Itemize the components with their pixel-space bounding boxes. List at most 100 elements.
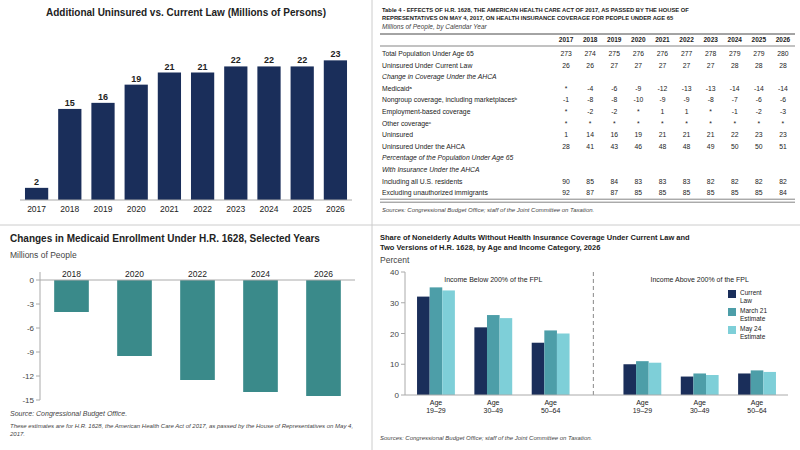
text-line: 27 [659,62,667,69]
bar [693,373,706,395]
text-line: 0 [395,391,400,400]
text-line: -4 [587,85,593,92]
text-line: Change in Coverage Under the AHCA [382,73,497,81]
bar [158,73,181,201]
text-line: 1 [564,131,568,138]
table-cell: -10 [633,96,643,103]
text-line: 2018 [60,204,79,214]
y-tick [401,364,405,365]
text-line: 51 [779,143,787,150]
table-cell: * [709,120,712,127]
row-label: Employment-based coverage [382,108,471,116]
column-header: 2022 [679,36,694,43]
table-cell: 274 [584,50,596,57]
bars [25,60,347,200]
text-line: 20 [390,330,399,339]
bar [738,373,751,395]
text-line: Excluding unauthorized immigrants [382,189,488,197]
table-cell: 28 [779,62,787,69]
table-cell: 27 [635,62,643,69]
text-line: 2020 [125,269,144,279]
bar [706,375,719,395]
table-cell: 51 [779,143,787,150]
zero-line [40,280,355,281]
table-cell: * [565,120,568,127]
category-label: 2022 [193,204,212,214]
table-cell: 87 [610,189,618,196]
chart-title: Share of Nonelderly Adults Without Healt… [380,233,690,252]
text-line: 48 [683,143,691,150]
y-tick-label: -6 [27,324,35,333]
text-line: 2026 [314,269,333,279]
text-line: * [685,120,688,127]
text-line: 276 [633,50,645,57]
text-line: -2 [611,108,617,115]
table-cell: 85 [683,189,691,196]
text-line: 27 [610,62,618,69]
subtitle: Millions of People [10,250,77,260]
text-line: -8 [708,96,714,103]
y-tick [36,352,40,353]
text-line: Nongroup coverage, including marketplace… [382,96,518,104]
text-line: 28 [755,62,763,69]
y-axis [40,272,41,400]
text-line: * [637,108,640,115]
table-cell: 278 [705,50,717,57]
row-label: Total Population Under Age 65 [382,50,474,58]
table-cell: 22 [731,131,739,138]
category-label: 2019 [94,204,113,214]
row-label: Uninsured [382,131,413,138]
row-label: Medicaidᵃ [382,85,412,92]
text-line: Millions of People [10,250,77,260]
table-rule [380,34,795,35]
text-line: 28 [562,143,570,150]
text-line: -9 [635,85,641,92]
text-line: 280 [777,50,789,57]
text-line: 82 [779,178,787,185]
category-label: 2017 [27,204,46,214]
text-line: 46 [635,143,643,150]
table-cell: 85 [635,189,643,196]
table-cell: * [565,85,568,92]
text-line: 85 [731,189,739,196]
source: Source: Congressional Budget Office. [10,410,127,418]
table-cell: 85 [659,189,667,196]
bar [54,280,89,312]
bar [224,66,247,200]
column-header: 2026 [776,36,791,43]
table-cell: 82 [755,178,763,185]
y-tick-label: 30 [390,299,399,308]
text-line: * [589,120,592,127]
column-header: 2020 [631,36,646,43]
text-line: 84 [779,189,787,196]
text-line: 85 [659,189,667,196]
text-line: 30–49 [690,407,710,414]
bar [544,330,557,395]
text-line: 83 [683,178,691,185]
legend: CurrentLawMarch 21EstimateMay 24Estimate [728,289,767,340]
text-line: -1 [563,96,569,103]
category-label: 2021 [160,204,179,214]
text-line: 2024 [728,36,743,43]
text-line: Medicaidᵃ [382,85,412,92]
text-line: 21 [707,131,715,138]
text-line: 41 [586,143,594,150]
table-cell: -8 [611,96,617,103]
text-line: 2017 [27,204,46,214]
table-cell: -13 [706,85,716,92]
table-cell: 26 [586,62,594,69]
text-line: 21 [683,131,691,138]
table-cell: -8 [587,96,593,103]
table-cell: * [733,120,736,127]
text-line: -13 [706,85,716,92]
text-line: * [661,120,664,127]
text-line: 85 [707,189,715,196]
bar [117,280,152,356]
table-cell: 46 [635,143,643,150]
text-line: 85 [586,178,594,185]
table-cell: -7 [732,96,738,103]
text-line: 2024 [260,204,279,214]
text-line: 277 [681,50,693,57]
legend-swatch [728,290,736,298]
table-subtitle: Millions of People, by Calendar Year [382,23,487,31]
